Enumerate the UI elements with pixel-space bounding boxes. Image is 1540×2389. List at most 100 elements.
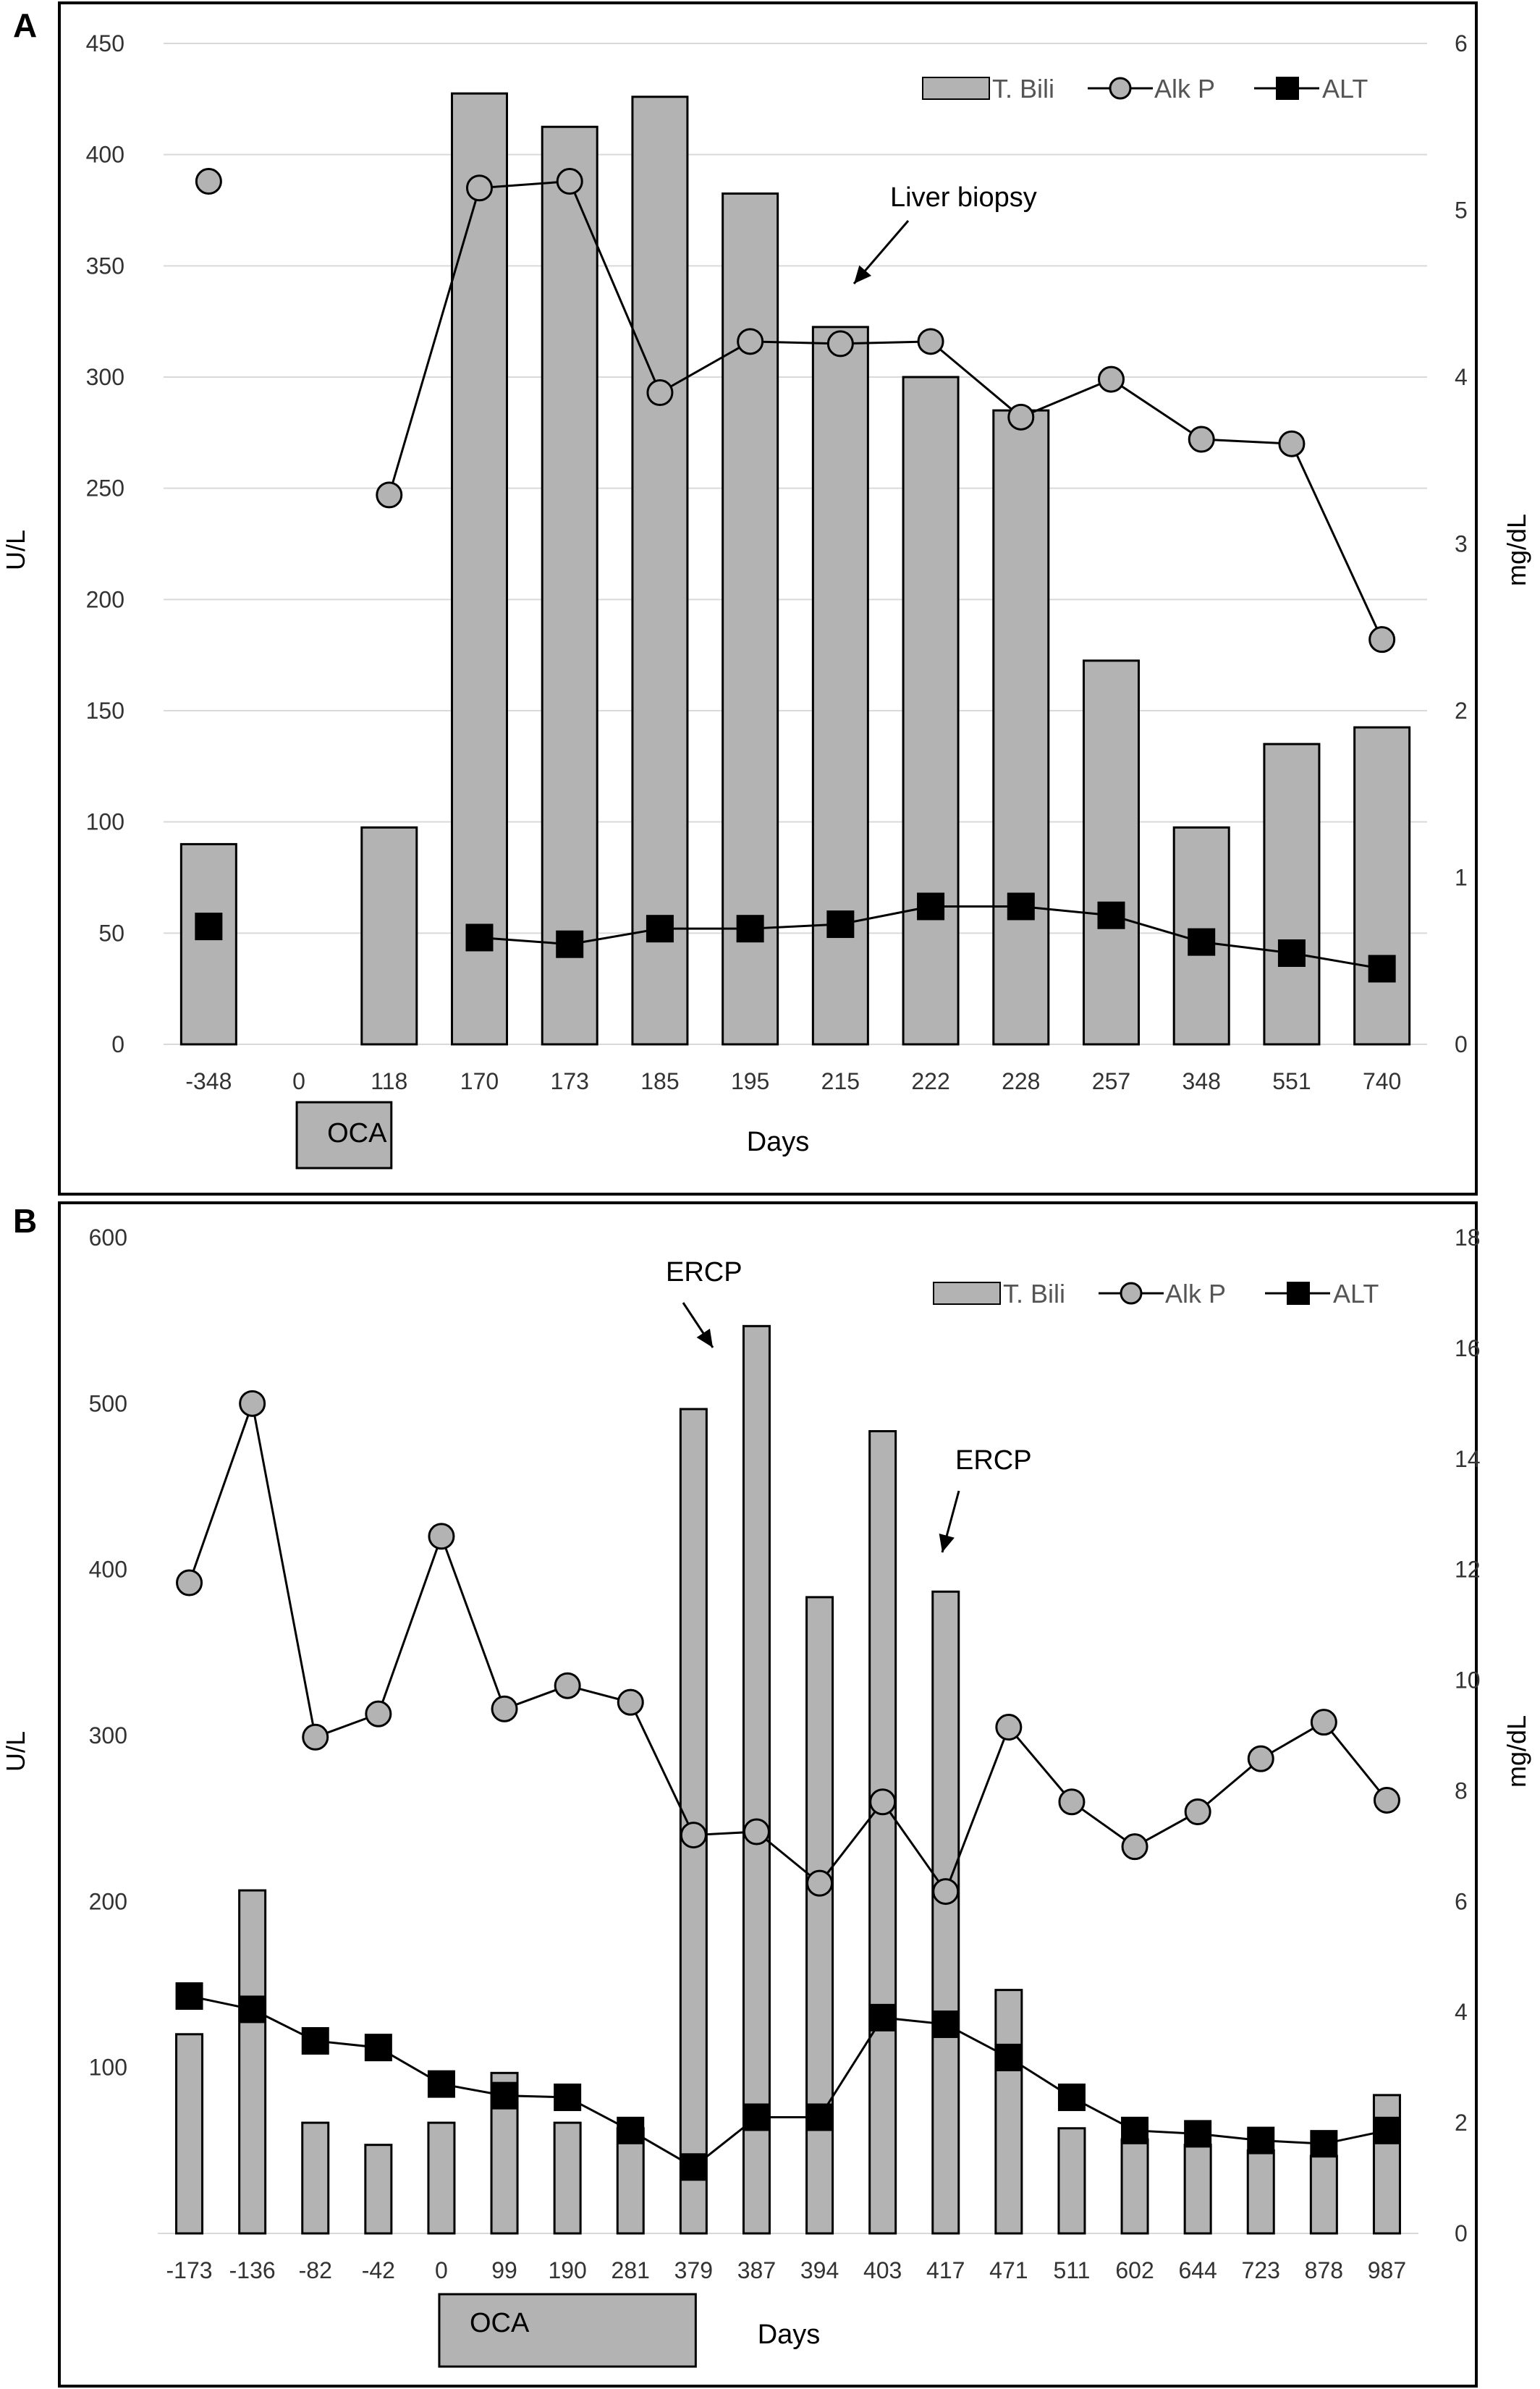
point-alk-p: [917, 328, 944, 355]
bar-t-bili: [1309, 2155, 1338, 2235]
x-tick-label: 551: [1272, 1068, 1311, 1094]
legend-swatch-t-bili: [922, 77, 990, 100]
point-alk-p: [1188, 426, 1215, 453]
x-tick-label: 118: [371, 1068, 407, 1094]
point-alk-p: [491, 1695, 518, 1722]
x-tick-label: -82: [299, 2257, 332, 2283]
point-alt: [364, 2034, 392, 2062]
bar-t-bili: [722, 192, 779, 1046]
series-alk-p: [176, 1390, 1400, 1906]
x-tick-label: -42: [362, 2257, 395, 2283]
bar-t-bili: [631, 96, 689, 1046]
legend-label-t-bili: T. Bili: [992, 74, 1054, 103]
x-tick-label: 403: [863, 2257, 902, 2283]
y-left-tick-label: 100: [86, 809, 124, 835]
point-alt: [931, 2010, 960, 2039]
point-alt: [868, 2003, 897, 2031]
x-tick-label: 215: [821, 1068, 860, 1094]
point-alt: [491, 2081, 519, 2110]
x-tick-label: -136: [229, 2257, 276, 2283]
y-right-tick-label: 14: [1455, 1446, 1481, 1472]
point-alt: [617, 2116, 645, 2144]
y-right-tick-label: 3: [1455, 531, 1468, 557]
chart-panel-a: 0 50 100 150 200 250 300 350 400 450 0 1 2 3 4 5 6 U/L mg/…: [1, 1, 1531, 1196]
point-alk-p: [1373, 1786, 1400, 1814]
point-alk-p: [680, 1822, 707, 1849]
x-tick-label: 379: [674, 2257, 713, 2283]
y-left-tick-label: 250: [86, 475, 124, 502]
point-alt: [736, 915, 764, 943]
y-right-axis-label: mg/dL: [1502, 514, 1531, 586]
point-alk-p: [1184, 1798, 1211, 1825]
bar-t-bili: [1263, 743, 1321, 1046]
x-tick-label: 195: [731, 1068, 769, 1094]
x-axis-label: Days: [747, 1127, 810, 1157]
panel-frame: [58, 1, 1478, 1196]
bars-t-bili: [179, 92, 1411, 1046]
oca-bracket-label: OCA: [470, 2308, 530, 2338]
x-tick-label: 723: [1242, 2257, 1280, 2283]
annotation-arrow-head: [696, 1328, 713, 1348]
x-tick-label: 170: [460, 1068, 499, 1094]
x-tick-label: 878: [1305, 2257, 1343, 2283]
point-alt: [301, 2026, 329, 2055]
point-alk-p: [556, 168, 583, 195]
bar-t-bili: [1083, 659, 1140, 1046]
point-alt: [1188, 928, 1216, 956]
legend: T. Bili Alk P ALT: [933, 1279, 1379, 1308]
legend-label-alk-p: Alk P: [1165, 1279, 1226, 1308]
panel-frame: [58, 1201, 1478, 2388]
y-right-tick-label: 2: [1455, 698, 1468, 724]
point-alt: [1097, 901, 1125, 929]
y-right-tick-label: 0: [1455, 1031, 1468, 1057]
legend-marker-alt: [1287, 1282, 1310, 1305]
x-tick-label: 644: [1178, 2257, 1217, 2283]
point-alt: [1277, 939, 1306, 967]
y-left-tick-label: 450: [86, 30, 124, 56]
bar-t-bili: [742, 1324, 771, 2235]
point-alt: [195, 913, 223, 941]
panel-a-letter: A: [13, 7, 38, 44]
series-alk-p: [195, 168, 1396, 654]
y-left-tick-label: 600: [89, 1225, 127, 1251]
point-alk-p: [176, 1569, 203, 1597]
y-right-tick-label: 16: [1455, 1335, 1481, 1361]
point-alk-p: [869, 1788, 897, 1816]
oca-bracket-box: [438, 2293, 697, 2368]
y-right-tick-label: 4: [1455, 364, 1468, 390]
point-alt: [742, 2103, 771, 2131]
y-right-tick-label: 0: [1455, 2220, 1468, 2246]
point-alt: [556, 930, 584, 958]
point-alt: [1184, 2120, 1212, 2148]
legend-label-alt: ALT: [1322, 74, 1368, 103]
x-tick-label: 740: [1363, 1068, 1401, 1094]
legend-label-t-bili: T. Bili: [1003, 1279, 1065, 1308]
bar-t-bili: [238, 1889, 267, 2235]
x-axis-label: Days: [758, 2320, 821, 2350]
point-alt: [1373, 2116, 1401, 2144]
point-alk-p: [239, 1390, 266, 1417]
x-tick-label: 987: [1368, 2257, 1406, 2283]
point-alk-p: [365, 1700, 392, 1728]
y-left-tick-label: 500: [89, 1390, 127, 1416]
point-alk-p: [554, 1672, 581, 1699]
point-alt: [805, 2103, 834, 2131]
bar-t-bili: [931, 1590, 960, 2235]
point-alt: [1007, 892, 1035, 921]
y-left-axis-label: U/L: [1, 530, 30, 570]
y-right-tick-label: 5: [1455, 198, 1468, 224]
annotation-label: ERCP: [955, 1445, 1032, 1476]
bar-t-bili: [553, 2121, 582, 2235]
point-alk-p: [737, 328, 764, 355]
series-alt: [195, 892, 1396, 983]
x-tick-label: 348: [1182, 1068, 1221, 1094]
point-alk-p: [428, 1523, 455, 1550]
x-tick-label: 281: [612, 2257, 650, 2283]
bar-t-bili: [994, 1989, 1023, 2235]
point-alk-p: [995, 1714, 1023, 1741]
bar-t-bili: [1120, 2138, 1149, 2235]
point-alt: [465, 923, 494, 952]
point-alt: [238, 1995, 266, 2024]
point-alt: [1057, 2083, 1086, 2111]
legend-marker-alt: [1276, 77, 1299, 100]
